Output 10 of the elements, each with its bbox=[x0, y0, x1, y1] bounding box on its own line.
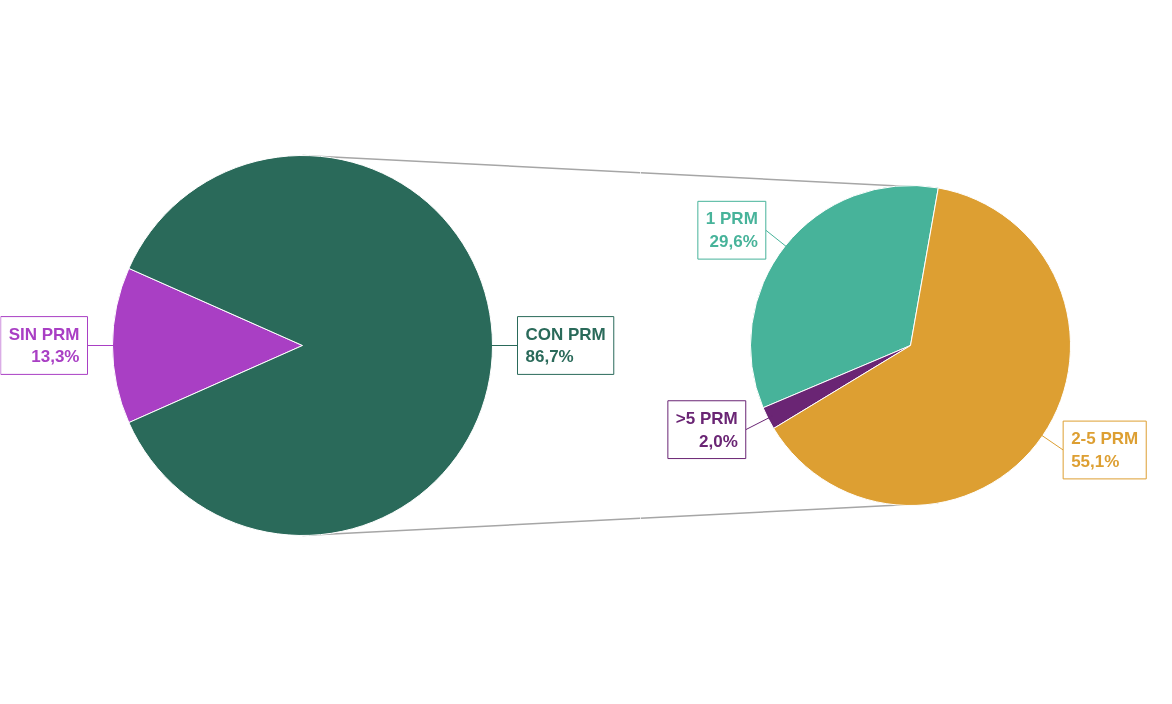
slice-label: CON PRM bbox=[525, 324, 606, 344]
data-label: 13,3% bbox=[31, 347, 80, 367]
data-label: 86,7% bbox=[525, 347, 574, 367]
slice-label: SIN PRM bbox=[8, 324, 80, 344]
slice-label: >5 PRM bbox=[675, 408, 738, 428]
data-label: 55,1% bbox=[1071, 451, 1120, 471]
slice-label: 2-5 PRM bbox=[1071, 429, 1139, 449]
slice-label: 1 PRM bbox=[705, 209, 758, 229]
data-label: 2,0% bbox=[699, 431, 738, 451]
data-label: 29,6% bbox=[709, 232, 758, 252]
